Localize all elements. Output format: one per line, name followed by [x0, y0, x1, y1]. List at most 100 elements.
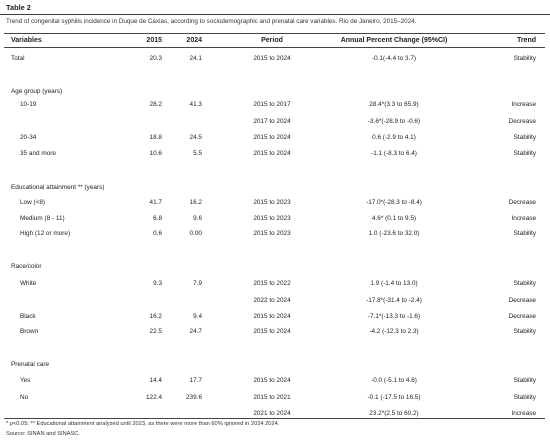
- cell-2015: 14.4: [149, 377, 162, 384]
- footnote-text: <0.05; ** Educational attainment analyze…: [12, 421, 280, 427]
- row-label: Medium (8 - 11): [20, 215, 65, 222]
- cell-period: 2015 to 2022: [253, 280, 291, 287]
- table-caption: Trend of congenital syphilis incidence i…: [6, 18, 417, 25]
- cell-period: 2015 to 2023: [253, 230, 291, 237]
- table-bottom-rule: [4, 418, 545, 419]
- section-label: Age group (years): [11, 88, 63, 95]
- cell-apc: -17.0*(-28.3 to -8.4): [366, 199, 422, 206]
- row-label: Brown: [20, 328, 39, 335]
- row-label: White: [20, 280, 37, 287]
- cell-2024: 17.7: [189, 377, 202, 384]
- header-bottom-rule: [4, 47, 545, 48]
- row-label: Black: [20, 313, 36, 320]
- header-2024: 2024: [186, 37, 202, 44]
- row-label: 20-34: [20, 134, 37, 141]
- cell-2024: 24.7: [189, 328, 202, 335]
- cell-period: 2015 to 2024: [253, 377, 291, 384]
- cell-2024: 9.4: [193, 313, 202, 320]
- cell-apc: 0.6 (-2.9 to 4.1): [372, 134, 416, 141]
- cell-period: 2015 to 2023: [253, 215, 291, 222]
- cell-trend: Stability: [513, 134, 536, 141]
- cell-period: 2022 to 2024: [253, 297, 291, 304]
- cell-period: 2015 to 2024: [253, 313, 291, 320]
- cell-2024: 41.3: [189, 101, 202, 108]
- cell-2024: 0.00: [189, 230, 202, 237]
- header-variables: Variables: [11, 37, 42, 44]
- cell-trend: Stability: [513, 280, 536, 287]
- cell-apc: -3.6*(-28.9 to -0.6): [367, 118, 421, 125]
- cell-period: 2015 to 2024: [253, 134, 291, 141]
- cell-2024: 9.6: [193, 215, 202, 222]
- cell-2024: 16.2: [189, 199, 202, 206]
- cell-trend: Decrease: [508, 313, 536, 320]
- row-label: Low (<8): [20, 199, 46, 206]
- cell-period: 2021 to 2024: [253, 410, 291, 417]
- cell-apc: -7.1*(-13.3 to -1.6): [367, 313, 421, 320]
- cell-trend: Increase: [511, 101, 536, 108]
- cell-period: 2015 to 2024: [253, 328, 291, 335]
- cell-2015: 41.7: [149, 199, 162, 206]
- cell-apc: 28.4*(3.3 to 65.9): [369, 101, 419, 108]
- header-period: Period: [261, 37, 283, 44]
- row-label: Yes: [20, 377, 31, 384]
- row-label: 10-19: [20, 101, 37, 108]
- cell-2015: 20.3: [149, 55, 162, 62]
- row-label: High (12 or more): [20, 230, 71, 237]
- cell-apc: -17.8*(-31.4 to -2.4): [366, 297, 422, 304]
- cell-trend: Increase: [511, 410, 536, 417]
- cell-trend: Decrease: [508, 118, 536, 125]
- cell-2015: 0.6: [153, 230, 162, 237]
- header-trend: Trend: [516, 37, 536, 44]
- cell-trend: Stability: [513, 55, 536, 62]
- cell-apc: 1.0 (-23.6 to 32.0): [368, 230, 420, 237]
- cell-apc: 4.6* (0.1 to 9.5): [371, 215, 417, 222]
- row-label: No: [20, 394, 29, 401]
- section-label: Race/color: [11, 263, 42, 270]
- cell-period: 2017 to 2024: [253, 118, 291, 125]
- cell-2024: 24.5: [189, 134, 202, 141]
- header-top-rule: [4, 33, 545, 34]
- cell-2024: 7.9: [193, 280, 202, 287]
- cell-trend: Stability: [513, 377, 536, 384]
- cell-period: 2015 to 2024: [253, 150, 291, 157]
- top-rule: [0, 14, 550, 15]
- row-label: Total: [11, 55, 25, 62]
- header-apc: Annual Percent Change (95%CI): [340, 37, 448, 44]
- cell-2015: 10.6: [149, 150, 162, 157]
- cell-2015: 16.2: [149, 313, 162, 320]
- cell-2015: 6.8: [153, 215, 162, 222]
- cell-2015: 122.4: [146, 394, 162, 401]
- cell-apc: -4.2 (-12.3 to 2.3): [369, 328, 419, 335]
- header-2015: 2015: [146, 37, 162, 44]
- footnote: * p<0.05; ** Educational attainment anal…: [6, 421, 279, 427]
- cell-apc: -1.1 (-8.3 to 6.4): [371, 150, 417, 157]
- cell-2024: 239.6: [186, 394, 202, 401]
- footnote-marker: *: [6, 421, 9, 427]
- cell-trend: Stability: [513, 230, 536, 237]
- section-label: Educational attainment ** (years): [11, 184, 105, 191]
- cell-apc: 1.9 (-1.4 to 13.0): [370, 280, 418, 287]
- table-label: Table 2: [6, 3, 31, 12]
- cell-apc: 23.2*(2.5 to 60.2): [369, 410, 419, 417]
- cell-period: 2015 to 2023: [253, 199, 291, 206]
- cell-2024: 24.1: [189, 55, 202, 62]
- cell-period: 2015 to 2017: [253, 101, 291, 108]
- cell-2015: 9.3: [153, 280, 162, 287]
- cell-trend: Stability: [513, 150, 536, 157]
- source-note: Source: SINAN and SINASC.: [6, 431, 80, 437]
- cell-trend: Decrease: [508, 297, 536, 304]
- cell-apc: -0.1(-4.4 to 3.7): [371, 55, 417, 62]
- cell-2024: 5.5: [193, 150, 202, 157]
- footnote-p: p: [9, 421, 13, 427]
- cell-period: 2015 to 2021: [253, 394, 291, 401]
- cell-apc: -0.1 (-17.5 to 16.5): [367, 394, 421, 401]
- cell-2015: 22.5: [149, 328, 162, 335]
- cell-trend: Stability: [513, 328, 536, 335]
- cell-trend: Increase: [511, 215, 536, 222]
- section-label: Prenatal care: [11, 361, 50, 368]
- cell-trend: Decrease: [508, 199, 536, 206]
- cell-2015: 28.2: [149, 101, 162, 108]
- cell-2015: 18.8: [149, 134, 162, 141]
- cell-period: 2015 to 2024: [253, 55, 291, 62]
